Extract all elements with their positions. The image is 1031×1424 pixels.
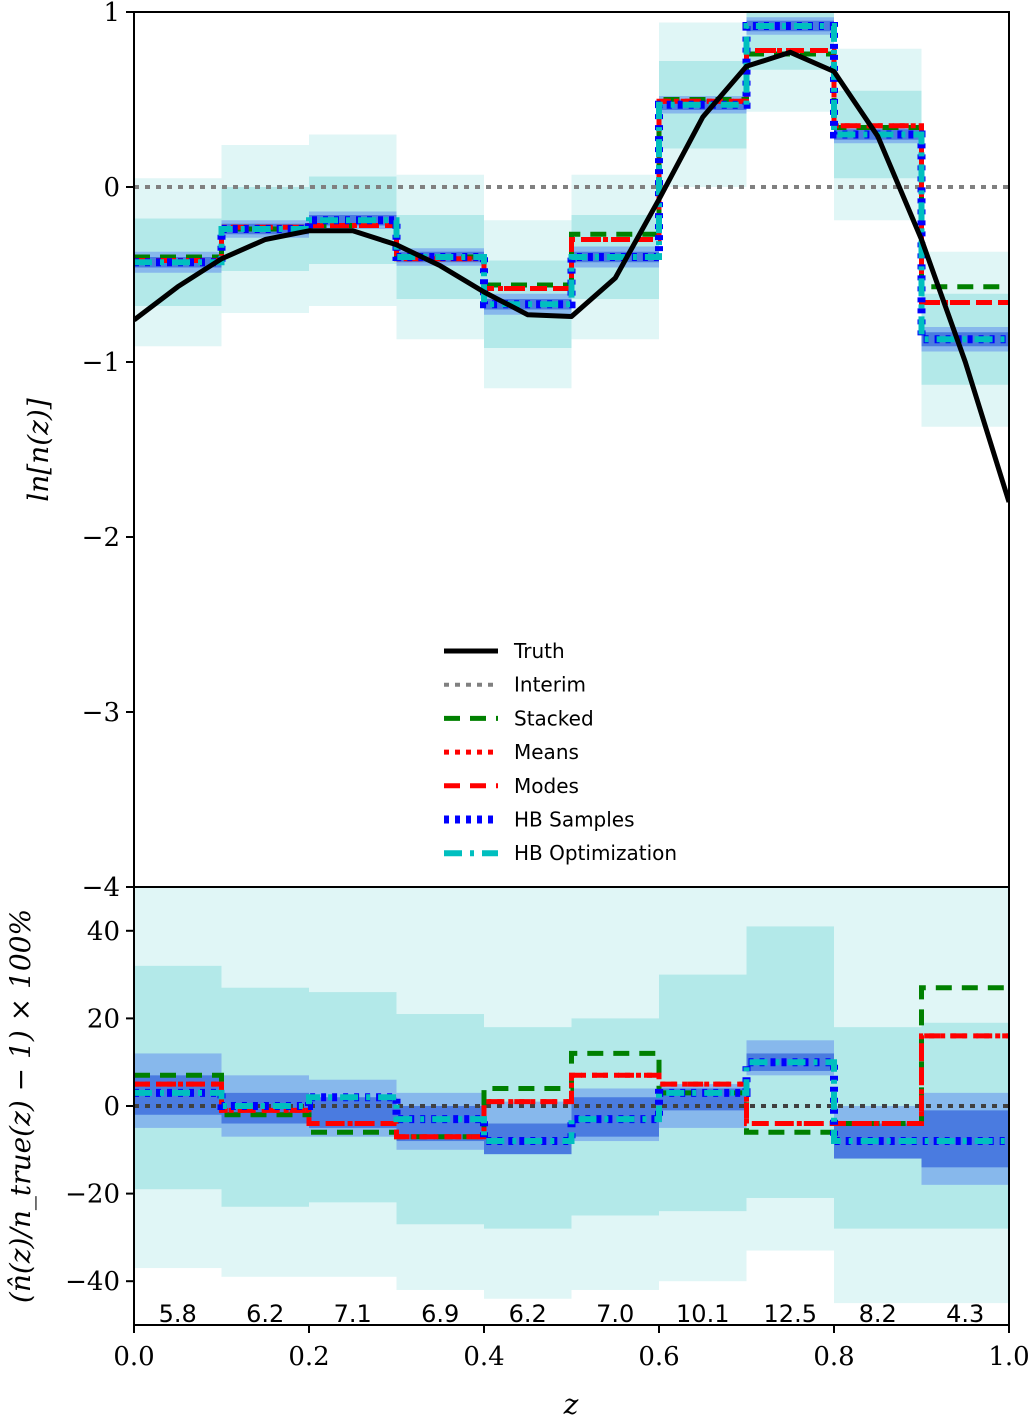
legend: Truth Interim Stacked Means Modes HB Samples H…: [444, 639, 677, 865]
top-y-axis-label: ln[n(z)]: [22, 398, 55, 502]
x-tick-label: 0.0: [113, 1342, 154, 1372]
top-y-tick-label: −2: [82, 523, 120, 553]
bottom-y-tick-label: 40: [87, 917, 120, 947]
bin-count-label: 6.2: [246, 1300, 284, 1328]
legend-label: Stacked: [514, 706, 594, 730]
x-tick-label: 1.0: [988, 1342, 1029, 1372]
legend-label: HB Samples: [514, 808, 635, 832]
top-y-tick-label: −3: [82, 698, 120, 728]
top-panel: 1 0 −1 −2 −3 −4 ln[n(z)] Truth Interim Stacked M…: [22, 0, 1010, 903]
top-y-tick-label: −1: [82, 348, 120, 378]
bin-count-label: 6.2: [509, 1300, 547, 1328]
x-axis-label: z: [563, 1388, 579, 1421]
top-y-tick-label: 1: [103, 0, 120, 28]
bin-count-label: 12.5: [764, 1300, 817, 1328]
bottom-y-axis-label: (n̂(z)/n_true(z) − 1) × 100%: [4, 909, 37, 1303]
top-confidence-bands: [134, 12, 1009, 427]
bin-count-label: 8.2: [859, 1300, 897, 1328]
x-tick-label: 0.6: [638, 1342, 679, 1372]
bottom-panel: 5.8 6.2 7.1 6.9 6.2 7.0 10.1 12.5 8.2 4.3 40 20 0 −2…: [4, 886, 1030, 1421]
top-series: [134, 22, 1009, 344]
bottom-y-tick-label: 20: [87, 1004, 120, 1034]
bin-count-label: 5.8: [159, 1300, 197, 1328]
top-y-tick-label: −4: [82, 873, 120, 903]
legend-label: Truth: [513, 639, 565, 663]
bin-count-label: 6.9: [421, 1300, 459, 1328]
bottom-series-hb-samples: [134, 1058, 1009, 1145]
legend-label: Modes: [514, 774, 579, 798]
bin-labels: 5.8 6.2 7.1 6.9 6.2 7.0 10.1 12.5 8.2 4.3: [159, 1300, 985, 1328]
top-band-level1-bin7: [746, 12, 834, 70]
legend-label: Means: [514, 740, 579, 764]
bin-count-label: 10.1: [676, 1300, 729, 1328]
bottom-axes-ticks: 40 20 0 −20 −40 0.0 0.2 0.4 0.6 0.8 1.0: [65, 917, 1030, 1372]
bottom-y-tick-label: −20: [65, 1180, 120, 1210]
bottom-y-tick-label: 0: [103, 1092, 120, 1122]
legend-label: HB Optimization: [514, 841, 677, 865]
top-y-tick-label: 0: [103, 173, 120, 203]
x-tick-label: 0.4: [463, 1342, 504, 1372]
bottom-plot-frame: [133, 886, 1010, 1326]
bin-count-label: 4.3: [946, 1300, 984, 1328]
bin-count-label: 7.1: [334, 1300, 372, 1328]
top-series-hb-optimization: [134, 23, 1009, 343]
x-tick-label: 0.8: [813, 1342, 854, 1372]
legend-label: Interim: [514, 673, 586, 697]
top-band-level3-bin2: [309, 215, 397, 226]
top-truth-curve: [134, 49, 1009, 503]
bottom-y-tick-label: −40: [65, 1267, 120, 1297]
x-tick-label: 0.2: [288, 1342, 329, 1372]
top-y-axis: 1 0 −1 −2 −3 −4: [82, 0, 134, 903]
bottom-series: [134, 985, 1009, 1145]
top-truth: [134, 49, 1009, 503]
bin-count-label: 7.0: [596, 1300, 634, 1328]
bottom-series-hb-optimization: [134, 1059, 1009, 1144]
